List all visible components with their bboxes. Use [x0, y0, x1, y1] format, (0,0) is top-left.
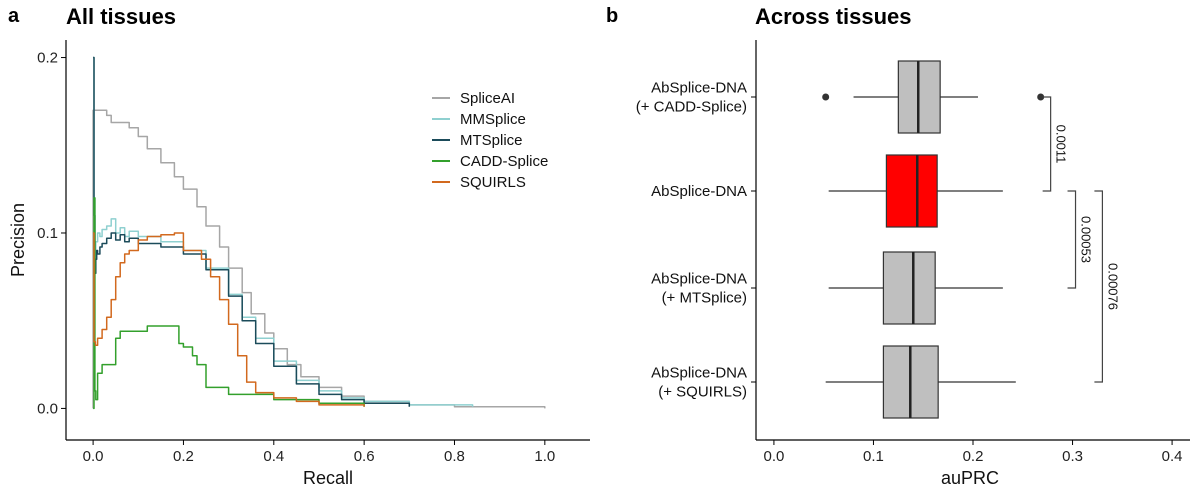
panel-b-title: Across tissues [755, 4, 912, 29]
a-y-tick-label: 0.0 [37, 400, 58, 417]
panel-b: b Across tissues 0.0 0.1 0.2 0.3 0.4 AbSplic… [606, 4, 1190, 488]
a-series-lines [92, 56, 546, 410]
legend-label-spliceai: SpliceAI [460, 90, 515, 107]
b-category-label: (+ MTSplice) [662, 290, 747, 307]
b-x-tick-label: 0.3 [1062, 448, 1083, 465]
b-category-label: (+ SQUIRLS) [658, 384, 747, 401]
p-value-label: 0.00053 [1079, 216, 1094, 263]
b-category-label: AbSplice-DNA [651, 80, 747, 97]
box-outlier [822, 93, 830, 101]
b-x-tick-label: 0.1 [863, 448, 884, 465]
b-x-ticks: 0.0 0.1 0.2 0.3 0.4 [763, 440, 1183, 465]
a-x-tick-label: 0.6 [354, 448, 375, 465]
a-x-tick-label: 0.4 [263, 448, 284, 465]
series-line-mtsplice [93, 56, 411, 407]
significance-bracket [1094, 190, 1103, 383]
box-outlier [1037, 93, 1045, 101]
legend-label-mmsplice: MMSplice [460, 111, 526, 128]
significance-bracket [1067, 190, 1077, 289]
b-category-label: AbSplice-DNA [651, 271, 747, 288]
a-y-tick-label: 0.2 [37, 50, 58, 67]
panel-b-letter: b [606, 5, 618, 27]
a-x-tick-label: 0.0 [83, 448, 104, 465]
a-y-axis-title: Precision [8, 203, 28, 277]
b-significance-brackets: 0.0011 0.00053 0.00076 [1042, 96, 1120, 383]
panel-a-title: All tissues [66, 4, 176, 29]
legend-label-squirls: SQUIRLS [460, 174, 526, 191]
a-x-tick-label: 1.0 [534, 448, 555, 465]
significance-bracket [1042, 96, 1052, 192]
panel-a-letter: a [8, 5, 20, 27]
b-x-tick-label: 0.0 [763, 448, 784, 465]
a-x-tick-label: 0.8 [444, 448, 465, 465]
b-category-label: (+ CADD-Splice) [636, 99, 747, 116]
a-x-tick-label: 0.2 [173, 448, 194, 465]
panel-a: a All tissues 0.0 0.2 0.4 0.6 0.8 1.0 0.00.10… [8, 4, 590, 488]
b-category-labels: AbSplice-DNA (+ CADD-Splice) AbSplice-DNA A… [636, 80, 756, 401]
box-iqr [882, 251, 936, 325]
b-x-tick-label: 0.4 [1162, 448, 1183, 465]
b-boxplots [822, 60, 1045, 419]
legend-label-cadd-splice: CADD-Splice [460, 153, 548, 170]
p-value-label: 0.00076 [1105, 263, 1120, 310]
legend-label-mtsplice: MTSplice [460, 132, 523, 149]
b-x-tick-label: 0.2 [963, 448, 984, 465]
a-legend: SpliceAI MMSplice MTSplice CADD-Splice SQUIR… [432, 90, 548, 191]
a-x-ticks: 0.0 0.2 0.4 0.6 0.8 1.0 [83, 440, 555, 465]
series-line-squirls [93, 232, 365, 407]
series-line-cadd-splice [93, 197, 365, 410]
a-y-ticks: 0.0 0.1 0.2 [37, 50, 66, 417]
b-category-label: AbSplice-DNA [651, 183, 747, 200]
box-iqr [885, 154, 938, 228]
series-line-mmsplice [93, 56, 474, 407]
p-value-label: 0.0011 [1054, 125, 1069, 164]
b-x-axis-title: auPRC [941, 468, 999, 488]
b-category-label: AbSplice-DNA [651, 365, 747, 382]
a-y-tick-label: 0.1 [37, 225, 58, 242]
a-x-axis-title: Recall [303, 468, 353, 488]
